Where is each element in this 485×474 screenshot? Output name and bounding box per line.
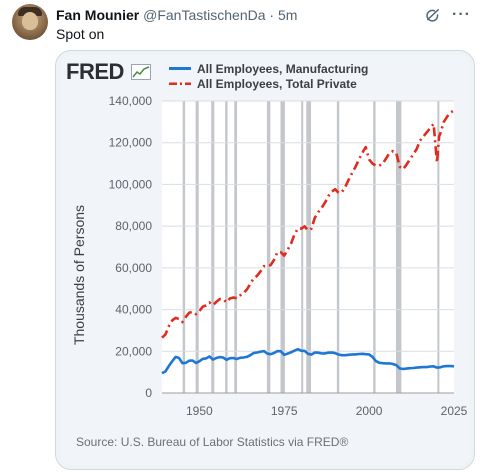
- recession-band: [182, 101, 186, 393]
- avatar-face: [22, 12, 38, 30]
- legend-swatch-manufacturing: [169, 67, 191, 70]
- post-media-image[interactable]: FRED All Employees, Manufacturing All Em…: [55, 50, 475, 470]
- fred-chart: Thousands of Persons 0 20,000 40,000 60,000…: [71, 94, 468, 418]
- recession-band: [395, 101, 402, 393]
- author-name[interactable]: Fan Mounier: [56, 7, 140, 23]
- recession-band: [336, 101, 340, 393]
- recession-band: [234, 101, 238, 393]
- post-text: Spot on: [56, 26, 105, 42]
- fred-logo-text: FRED: [66, 59, 124, 84]
- series-line-private: [161, 109, 455, 339]
- more-horizontal-icon[interactable]: ···: [452, 6, 471, 23]
- recession-band: [195, 101, 199, 393]
- y-tick-label: 0: [145, 386, 152, 400]
- avatar[interactable]: [12, 4, 48, 40]
- y-tick-label: 40,000: [115, 303, 152, 317]
- chart-source: Source: U.S. Bureau of Labor Statistics …: [76, 435, 349, 449]
- series-line-manufacturing: [161, 347, 455, 375]
- y-axis-label: Thousands of Persons: [71, 205, 87, 345]
- legend-item-manufacturing: All Employees, Manufacturing: [169, 61, 368, 76]
- post-time[interactable]: 5m: [277, 7, 298, 23]
- post-actions: ···: [424, 6, 471, 24]
- recession-band: [373, 101, 376, 393]
- avatar-hat: [18, 7, 42, 16]
- y-tick-label: 140,000: [109, 94, 153, 108]
- grok-icon[interactable]: [424, 6, 442, 24]
- recession-band: [211, 101, 215, 393]
- fred-logo: FRED: [66, 59, 151, 85]
- y-tick-label: 60,000: [115, 261, 152, 275]
- fred-chart-card: FRED All Employees, Manufacturing All Em…: [60, 55, 470, 465]
- legend-label-private: All Employees, Total Private: [197, 76, 357, 91]
- x-tick-label: 2000: [356, 404, 383, 418]
- x-tick-label: 2025: [441, 404, 468, 418]
- chart-legend: All Employees, Manufacturing All Employe…: [169, 61, 368, 91]
- y-tick-label: 20,000: [115, 344, 152, 358]
- post-header: Fan Mounier @FanTastischenDa · 5m: [56, 6, 297, 24]
- recession-band: [280, 101, 285, 393]
- x-tick-label: 1950: [186, 404, 213, 418]
- legend-swatch-private: [169, 82, 191, 85]
- legend-label-manufacturing: All Employees, Manufacturing: [197, 61, 369, 76]
- author-handle[interactable]: @FanTastischenDa: [143, 7, 266, 23]
- recession-band: [301, 101, 304, 393]
- x-tick-label: 1975: [271, 404, 298, 418]
- fred-logo-graph-icon: [130, 64, 151, 80]
- recession-band: [225, 101, 228, 393]
- recession-band: [306, 101, 312, 393]
- legend-item-private: All Employees, Total Private: [169, 76, 368, 91]
- separator-dot: ·: [269, 7, 275, 23]
- y-tick-label: 120,000: [109, 136, 153, 150]
- recession-band: [437, 101, 440, 393]
- y-tick-label: 100,000: [109, 177, 153, 191]
- y-tick-label: 80,000: [115, 219, 152, 233]
- recession-band: [266, 101, 271, 393]
